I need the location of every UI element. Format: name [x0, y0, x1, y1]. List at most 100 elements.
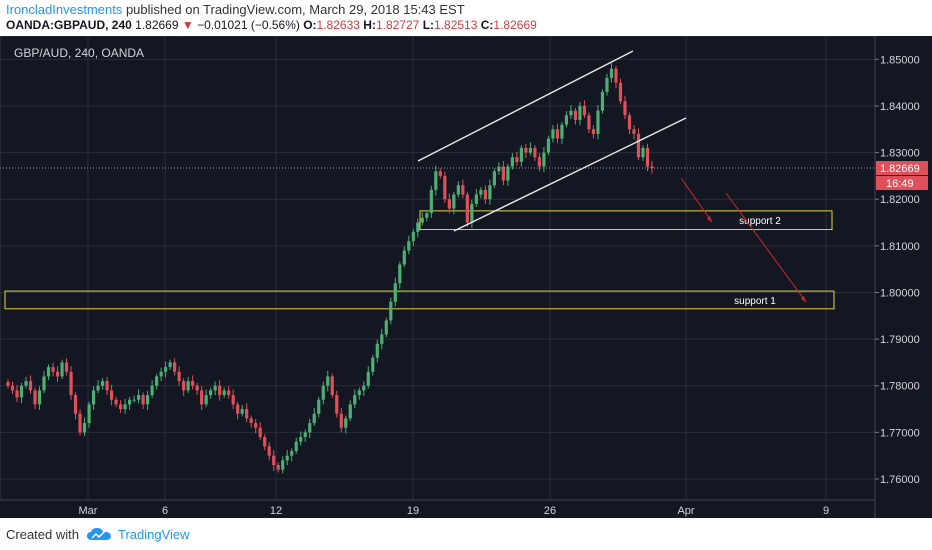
price-tick-label: 1.79000 — [880, 334, 920, 346]
candle-body — [398, 264, 402, 284]
countdown-label: 16:49 — [886, 178, 914, 190]
candle-body — [200, 390, 204, 405]
candle-body — [587, 115, 591, 130]
candle-body — [609, 68, 614, 78]
candle-body — [524, 147, 528, 153]
candle-body — [321, 385, 325, 400]
candle-body — [182, 381, 186, 391]
candle-body — [236, 404, 240, 414]
tradingview-cloud-icon — [87, 528, 111, 540]
candle-body — [380, 334, 384, 344]
candlestick-chart[interactable]: support 2 support 1 1.85000 1.84000 1.83000… — [0, 35, 932, 518]
candle-body — [407, 241, 411, 251]
published-text: published on TradingView.com, March 29, … — [122, 2, 465, 17]
candle-body — [204, 395, 208, 405]
tradingview-brand[interactable]: TradingView — [118, 527, 190, 542]
projection-arrow-1[interactable] — [680, 177, 713, 223]
chart-container[interactable]: support 2 support 1 1.85000 1.84000 1.83000… — [0, 35, 932, 518]
time-tick-label: 19 — [407, 505, 419, 517]
candle-body — [533, 147, 537, 158]
time-tick-label: Mar — [79, 505, 98, 517]
candle-body — [227, 390, 231, 396]
candle-body — [195, 385, 199, 391]
candle-body — [55, 371, 60, 377]
candle-body — [317, 399, 321, 414]
footer: Created with TradingView — [0, 518, 932, 550]
candle-body — [344, 418, 348, 428]
candle-body — [438, 171, 442, 176]
price-tick-label: 1.76000 — [880, 474, 920, 486]
price-axis[interactable]: 1.85000 1.84000 1.83000 1.82000 1.81000 1.800… — [875, 54, 920, 486]
candle-body — [64, 362, 69, 372]
candle-body — [42, 376, 46, 391]
candle-body — [362, 385, 366, 391]
candle-body — [285, 455, 289, 461]
candle-body — [258, 427, 262, 438]
candle-body — [474, 194, 478, 204]
time-tick-label: 26 — [544, 505, 556, 517]
candle-body — [249, 418, 253, 424]
price-tick-label: 1.80000 — [880, 287, 920, 299]
candle-body — [569, 110, 573, 116]
candle-body — [411, 231, 415, 242]
candle-body — [636, 133, 641, 158]
candle-body — [218, 385, 222, 396]
candle-body — [506, 166, 510, 181]
support-zone-box — [4, 290, 835, 310]
candle-body — [573, 110, 578, 120]
low-value: 1.82513 — [434, 18, 478, 32]
price-tick-label: 1.77000 — [880, 427, 920, 439]
support-zone-box — [419, 210, 833, 231]
candle-body — [177, 371, 181, 382]
candle-body — [515, 157, 519, 162]
price-change: −0.01021 (−0.56%) — [197, 18, 300, 32]
time-tick-label: 9 — [823, 505, 829, 517]
created-with-text: Created with — [6, 527, 79, 542]
candle-body — [348, 404, 352, 419]
candle-body — [146, 395, 150, 405]
down-arrow-icon: ▼ — [181, 18, 194, 32]
candle-body — [267, 446, 271, 456]
candle-body — [389, 301, 393, 321]
last-price-tag-label: 1.82669 — [880, 163, 920, 175]
symbol-name: OANDA:GBPAUD, 240 — [6, 18, 132, 32]
candle-body — [96, 385, 100, 391]
open-value: 1.82633 — [316, 18, 360, 32]
projection-arrow-2[interactable] — [725, 192, 807, 303]
candle-body — [596, 110, 600, 134]
candle-body — [542, 152, 546, 167]
grid-lines — [0, 36, 875, 500]
countdown-tag — [876, 176, 928, 191]
close-label: C: — [480, 18, 494, 32]
candle-body — [564, 115, 569, 125]
price-tick-label: 1.85000 — [880, 54, 920, 66]
time-tick-label: 6 — [162, 505, 168, 517]
candle-body — [281, 460, 285, 470]
candle-body — [299, 437, 303, 442]
last-price-tag — [876, 161, 928, 176]
candles — [6, 63, 654, 474]
candle-body — [483, 189, 487, 200]
candle-body — [168, 362, 172, 368]
channel-lower-line[interactable] — [453, 117, 687, 232]
candle-body — [19, 385, 24, 398]
channel-upper-line[interactable] — [417, 50, 634, 162]
high-value: 1.82727 — [375, 18, 420, 32]
candle-body — [141, 395, 145, 405]
high-label: H: — [363, 18, 376, 32]
support-zone-label: support 2 — [739, 216, 781, 227]
candle-body — [425, 213, 429, 218]
candle-body — [618, 82, 623, 102]
price-tick-label: 1.83000 — [880, 148, 920, 160]
candle-body — [164, 367, 168, 372]
candle-body — [479, 189, 483, 195]
candle-body — [366, 371, 370, 386]
publication-header: IroncladInvestments published on Trading… — [0, 0, 932, 36]
candle-body — [519, 147, 523, 162]
time-axis[interactable]: Mar 6 12 19 26 Apr 9 — [79, 505, 830, 517]
time-tick-label: Apr — [677, 505, 694, 517]
author-link[interactable]: IroncladInvestments — [6, 2, 123, 17]
candle-body — [276, 465, 280, 470]
candle-body — [335, 395, 339, 414]
candle-body — [375, 343, 379, 358]
